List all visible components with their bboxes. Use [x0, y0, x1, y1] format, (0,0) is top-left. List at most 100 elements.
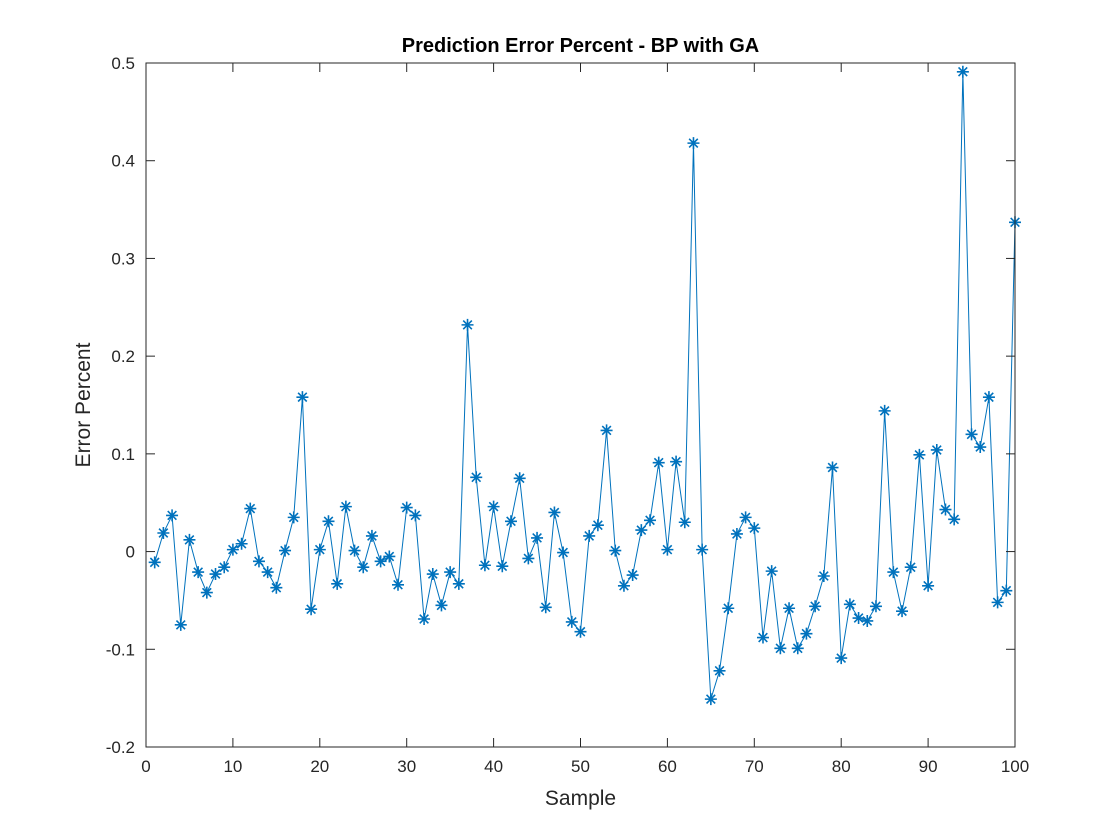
y-tick-label: 0 [126, 543, 135, 562]
data-point [904, 561, 917, 574]
data-point [644, 514, 657, 527]
x-tick-label: 70 [745, 757, 764, 776]
data-point [539, 601, 552, 614]
x-tick-label: 50 [571, 757, 590, 776]
data-point [565, 615, 578, 628]
series-line [154, 71, 1016, 700]
data-point [218, 561, 231, 574]
data-point [583, 529, 596, 542]
data-point [774, 642, 787, 655]
data-point [974, 441, 987, 454]
data-point [435, 599, 448, 612]
data-point [913, 448, 926, 461]
data-point [878, 404, 891, 417]
data-point [452, 577, 465, 590]
data-point [374, 555, 387, 568]
series-layer [148, 65, 1021, 706]
data-point [652, 456, 665, 469]
data-point [148, 556, 161, 569]
data-point [200, 586, 213, 599]
x-axis-label: Sample [545, 787, 616, 810]
data-point [331, 577, 344, 590]
tick-layer: 0 10 20 30 40 50 60 70 80 90 100 -0.2 -0.1 0 0.1 0.2 0.3… [106, 54, 1029, 776]
x-tick-label: 0 [141, 757, 150, 776]
data-point [478, 559, 491, 572]
data-point [487, 500, 500, 513]
data-point [991, 596, 1004, 609]
data-point [730, 527, 743, 540]
data-point [687, 137, 700, 150]
y-tick-label: -0.1 [106, 640, 135, 659]
data-point [826, 461, 839, 474]
data-point [279, 544, 292, 557]
data-point [817, 570, 830, 582]
data-point [670, 455, 683, 468]
data-point [339, 500, 352, 513]
data-point [496, 560, 509, 573]
data-point [591, 519, 604, 532]
data-point [261, 566, 274, 579]
data-point [809, 600, 822, 613]
x-tick-label: 30 [397, 757, 416, 776]
data-point [800, 627, 813, 640]
data-point [704, 693, 717, 706]
data-point [270, 581, 283, 594]
y-tick-label: 0.3 [111, 249, 135, 268]
data-point [739, 511, 752, 524]
data-point [852, 612, 865, 625]
data-point [843, 598, 856, 611]
x-tick-label: 100 [1001, 757, 1029, 776]
data-point [392, 578, 405, 591]
data-point [956, 65, 969, 78]
y-tick-label: -0.2 [106, 738, 135, 757]
y-tick-label: 0.5 [111, 54, 135, 73]
data-point [835, 652, 848, 665]
data-point [965, 428, 978, 441]
data-point [418, 612, 431, 625]
data-point [609, 544, 622, 557]
data-point [661, 543, 674, 556]
data-point [166, 509, 179, 522]
data-point [531, 531, 544, 544]
data-point [939, 503, 952, 516]
data-point [557, 546, 570, 559]
x-tick-label: 40 [484, 757, 503, 776]
x-tick-label: 20 [310, 757, 329, 776]
y-tick-label: 0.1 [111, 445, 135, 464]
data-point [365, 529, 378, 542]
data-point [235, 537, 248, 550]
data-point [626, 569, 639, 582]
data-point [765, 565, 778, 578]
data-point [305, 603, 318, 616]
data-point [400, 501, 413, 514]
data-point [287, 511, 300, 524]
data-point [226, 543, 239, 556]
data-point [470, 471, 483, 484]
data-point [600, 424, 613, 437]
data-point [617, 579, 630, 592]
data-point [948, 513, 961, 526]
data-point [783, 602, 796, 615]
data-point [157, 527, 170, 540]
data-point [209, 568, 222, 581]
data-point [409, 509, 422, 522]
y-tick-label: 0.2 [111, 347, 135, 366]
x-tick-label: 90 [919, 757, 938, 776]
data-point [713, 664, 726, 677]
y-axis-label: Error Percent [72, 342, 95, 467]
data-point [887, 566, 900, 579]
data-point [982, 391, 995, 404]
data-point [548, 506, 561, 519]
data-point [748, 522, 761, 535]
data-point [869, 600, 882, 613]
data-point [756, 631, 769, 644]
data-point [252, 555, 265, 568]
data-point [930, 443, 943, 456]
data-point [1000, 584, 1013, 597]
data-point [504, 515, 517, 528]
data-point [444, 566, 457, 579]
chart-title: Prediction Error Percent - BP with GA [402, 35, 759, 57]
data-point [861, 614, 874, 627]
data-point [174, 618, 187, 631]
